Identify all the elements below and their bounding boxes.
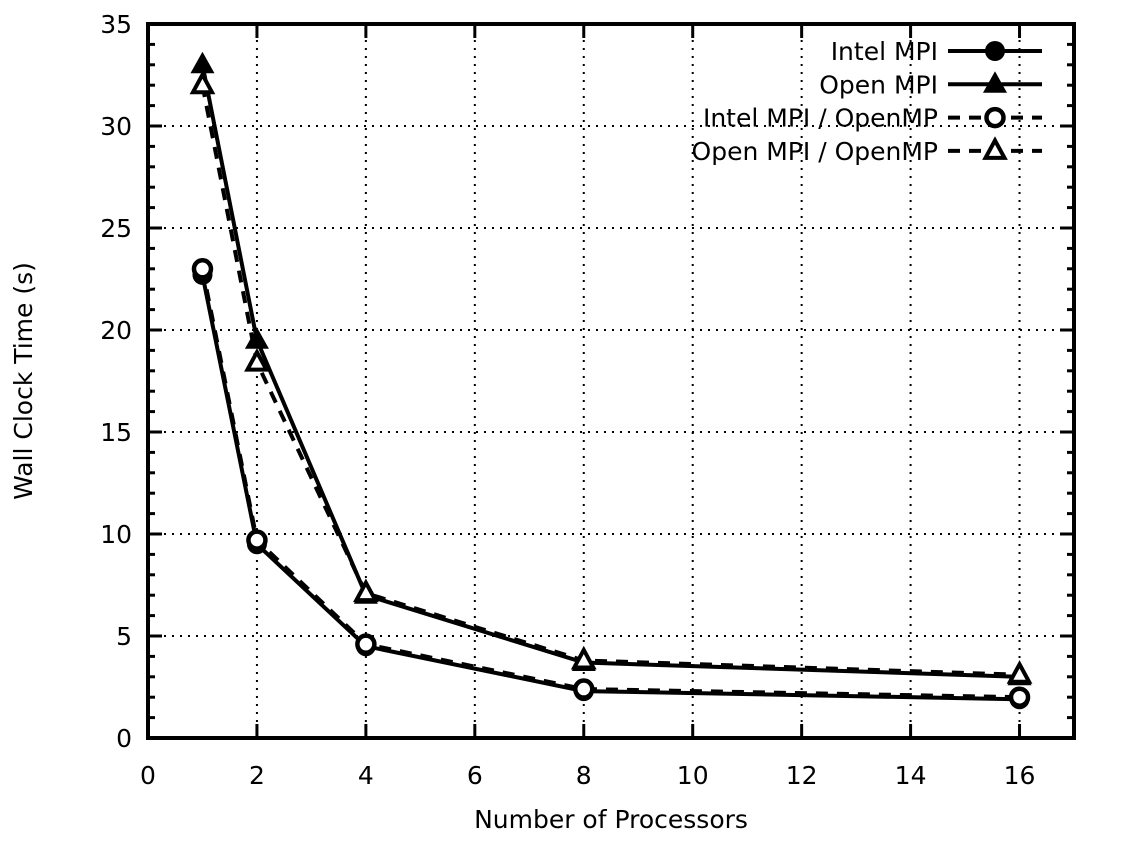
x-axis-label: Number of Processors <box>474 805 748 834</box>
y-tick-label: 5 <box>116 622 132 651</box>
x-tick-label: 4 <box>358 761 374 790</box>
y-tick-label: 25 <box>100 214 132 243</box>
open-circle-marker <box>1008 686 1031 708</box>
open-circle-marker <box>246 529 268 551</box>
x-tick-label: 6 <box>467 761 483 790</box>
plot-border <box>146 22 1076 740</box>
open-circle-marker <box>355 633 377 655</box>
open-circle-marker <box>984 106 1006 129</box>
data-series <box>189 51 1033 710</box>
legend: Intel MPI Open MPI Intel MPI / OpenMP Open … <box>692 37 1042 166</box>
legend-label: Open MPI / OpenMP <box>692 137 938 166</box>
series-line <box>200 84 1020 677</box>
legend-label: Intel MPI / OpenMP <box>703 104 938 133</box>
plot-border-rect <box>146 22 1076 740</box>
axis-tick-labels: 0 2 4 6 8 10 12 14 16 0 5 10 15 20 25 30 35 <box>100 10 1035 790</box>
series-line <box>200 268 1020 700</box>
open-circle-marker <box>191 258 214 280</box>
x-tick-label: 2 <box>249 761 265 790</box>
open-triangle-marker <box>982 136 1008 160</box>
y-tick-label: 30 <box>100 112 132 141</box>
x-tick-label: 16 <box>1004 761 1036 790</box>
y-tick-label: 20 <box>100 316 132 345</box>
y-tick-label: 15 <box>100 418 132 447</box>
legend-item: Open MPI <box>819 70 1042 99</box>
legend-item: Open MPI / OpenMP <box>692 136 1042 166</box>
x-tick-label: 8 <box>576 761 592 790</box>
open-triangle-marker <box>244 347 270 372</box>
y-axis-label: Wall Clock Time (s) <box>9 262 38 500</box>
filled-triangle-marker <box>983 71 1007 93</box>
filled-triangle-marker <box>190 51 215 74</box>
legend-item: Intel MPI <box>831 37 1042 66</box>
open-triangle-marker <box>570 645 597 670</box>
axis-ticks <box>146 22 1074 740</box>
open-circle-marker <box>573 678 595 700</box>
y-tick-label: 0 <box>116 724 132 753</box>
open-triangle-marker <box>189 70 216 95</box>
x-tick-label: 12 <box>786 761 818 790</box>
legend-label: Open MPI <box>819 70 938 99</box>
series-open-mpi-openmp <box>189 70 1033 684</box>
legend-item: Intel MPI / OpenMP <box>703 104 1042 133</box>
series-intel-mpi-openmp <box>191 258 1031 708</box>
open-triangle-marker <box>353 578 379 603</box>
open-triangle-marker <box>1006 660 1033 684</box>
y-tick-label: 10 <box>100 520 132 549</box>
x-tick-label: 14 <box>895 761 927 790</box>
filled-triangle-marker <box>244 327 269 349</box>
y-tick-label: 35 <box>100 10 132 39</box>
filled-circle-marker <box>985 41 1005 61</box>
x-tick-label: 0 <box>140 761 156 790</box>
legend-label: Intel MPI <box>831 37 938 66</box>
x-tick-label: 10 <box>677 761 709 790</box>
